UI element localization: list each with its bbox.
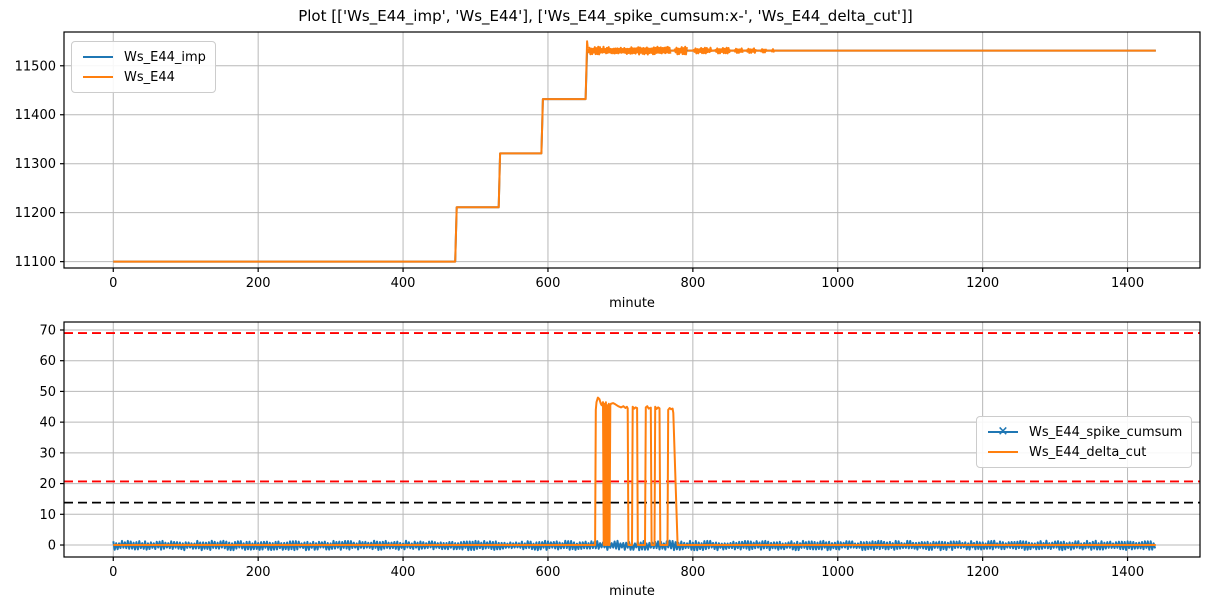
svg-text:40: 40 bbox=[39, 416, 56, 431]
svg-text:0: 0 bbox=[109, 276, 117, 291]
svg-text:60: 60 bbox=[39, 354, 56, 369]
svg-text:200: 200 bbox=[246, 565, 271, 580]
svg-text:200: 200 bbox=[246, 276, 271, 291]
svg-text:400: 400 bbox=[391, 565, 416, 580]
svg-text:1200: 1200 bbox=[966, 276, 999, 291]
svg-text:1000: 1000 bbox=[821, 565, 854, 580]
svg-text:400: 400 bbox=[391, 276, 416, 291]
svg-text:11400: 11400 bbox=[15, 108, 56, 123]
legend-label: Ws_E44_imp bbox=[124, 49, 206, 65]
svg-text:10: 10 bbox=[39, 508, 56, 523]
svg-text:800: 800 bbox=[680, 565, 705, 580]
x-line-sample-icon: × bbox=[986, 424, 1020, 439]
line-sample-icon bbox=[986, 445, 1020, 459]
svg-text:11300: 11300 bbox=[15, 157, 56, 172]
svg-text:1000: 1000 bbox=[821, 276, 854, 291]
legend-label: Ws_E44_delta_cut bbox=[1029, 444, 1147, 460]
legend-label: Ws_E44_spike_cumsum bbox=[1029, 424, 1183, 440]
svg-text:1400: 1400 bbox=[1111, 276, 1144, 291]
legend-item: × Ws_E44_spike_cumsum bbox=[986, 422, 1182, 442]
legend-item: Ws_E44_delta_cut bbox=[986, 442, 1182, 462]
legend-item: Ws_E44_imp bbox=[81, 47, 206, 67]
svg-text:11500: 11500 bbox=[15, 59, 56, 74]
bottom-xaxis-label: minute bbox=[609, 584, 655, 599]
x-marker-icon: × bbox=[997, 424, 1009, 439]
bottom-legend: × Ws_E44_spike_cumsum Ws_E44_delta_cut bbox=[976, 416, 1193, 468]
svg-text:600: 600 bbox=[536, 276, 561, 291]
top-xaxis-label: minute bbox=[609, 296, 655, 311]
svg-text:1200: 1200 bbox=[966, 565, 999, 580]
top-legend: Ws_E44_imp Ws_E44 bbox=[71, 41, 216, 93]
svg-text:1400: 1400 bbox=[1111, 565, 1144, 580]
svg-text:50: 50 bbox=[39, 385, 56, 400]
legend-item: Ws_E44 bbox=[81, 67, 206, 87]
svg-text:11200: 11200 bbox=[15, 206, 56, 221]
legend-label: Ws_E44 bbox=[124, 69, 175, 85]
svg-text:70: 70 bbox=[39, 323, 56, 338]
chart-title: Plot [['Ws_E44_imp', 'Ws_E44'], ['Ws_E44… bbox=[298, 7, 913, 25]
svg-text:0: 0 bbox=[109, 565, 117, 580]
svg-text:600: 600 bbox=[536, 565, 561, 580]
line-sample-icon bbox=[81, 70, 115, 84]
line-sample-icon bbox=[81, 50, 115, 64]
svg-text:30: 30 bbox=[39, 446, 56, 461]
svg-text:0: 0 bbox=[48, 539, 56, 554]
svg-text:20: 20 bbox=[39, 477, 56, 492]
svg-text:11100: 11100 bbox=[15, 255, 56, 270]
svg-text:800: 800 bbox=[680, 276, 705, 291]
